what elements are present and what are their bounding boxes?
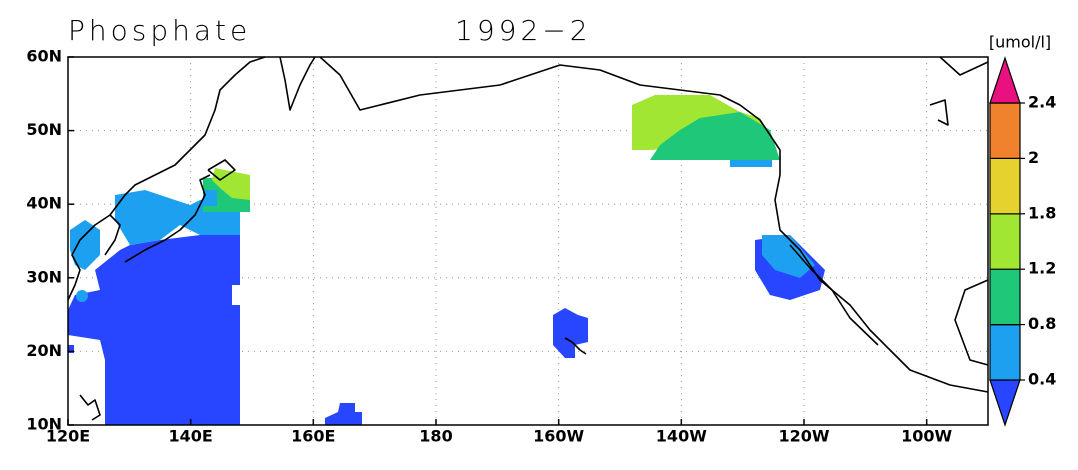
colorbar-segment [989,157,1021,215]
coastline [929,99,949,126]
colorbar-segment [989,268,1021,326]
map-title: Phosphate [68,14,251,47]
axes: 120E 140E 160E 180 160W 140W 120W 100W 10N 20N 30N… [26,47,952,446]
x-tick-label: 100W [901,427,952,446]
colorbar-label: 1.2 [1028,259,1056,278]
field-patch [76,290,88,302]
coastline [104,214,121,256]
coastline [564,337,587,355]
plot-frame [67,56,989,426]
colorbar-segment [989,213,1021,270]
y-tick-label: 60N [26,47,62,66]
colorbar-label: 0.4 [1028,370,1056,389]
x-tick-label: 140W [656,427,707,446]
coastline [279,56,316,111]
x-tick-label: 160W [533,427,584,446]
colorbar-segment [989,324,1021,381]
data-field [68,95,825,425]
coastline [79,394,101,421]
coastline [207,159,236,181]
colorbar-label: 0.8 [1028,314,1056,333]
coastline [67,56,266,301]
colorbar-label: 2 [1028,148,1039,167]
colorbar: 0.4 0.8 1.2 1.8 2 2.4 [989,56,1056,427]
coastline [954,279,989,366]
y-tick-label: 40N [26,194,62,213]
x-tick-label: 140E [169,427,213,446]
coastline [939,56,989,76]
field-patch [212,168,250,200]
field-patch [68,345,74,353]
y-tick-label: 50N [26,120,62,139]
coastline [789,244,879,346]
x-tick-label: 120W [778,427,829,446]
y-tick-label: 10N [26,415,62,434]
x-tick-label: 120E [46,427,90,446]
colorbar-label: 1.8 [1028,203,1056,222]
map-subtitle: 1992−2 [455,14,592,47]
colorbar-segment [989,56,1021,104]
colorbar-segment [989,379,1021,427]
field-patch [68,200,240,425]
field-patch [70,220,100,270]
field-patch [203,190,217,206]
x-tick-label: 160E [291,427,335,446]
units-label: [umol/l] [989,33,1051,52]
field-patch [325,403,362,425]
coastlines [67,56,989,421]
colorbar-label: 2.4 [1028,93,1056,112]
field-patch [553,308,588,358]
coastline [319,56,989,393]
coastline [124,174,211,263]
colorbar-segment [989,102,1021,159]
field-patch [650,112,780,160]
y-tick-label: 30N [26,267,62,286]
field-patch [730,160,772,167]
x-tick-label: 180 [419,427,452,446]
field-patch [762,235,815,278]
y-tick-label: 20N [26,341,62,360]
